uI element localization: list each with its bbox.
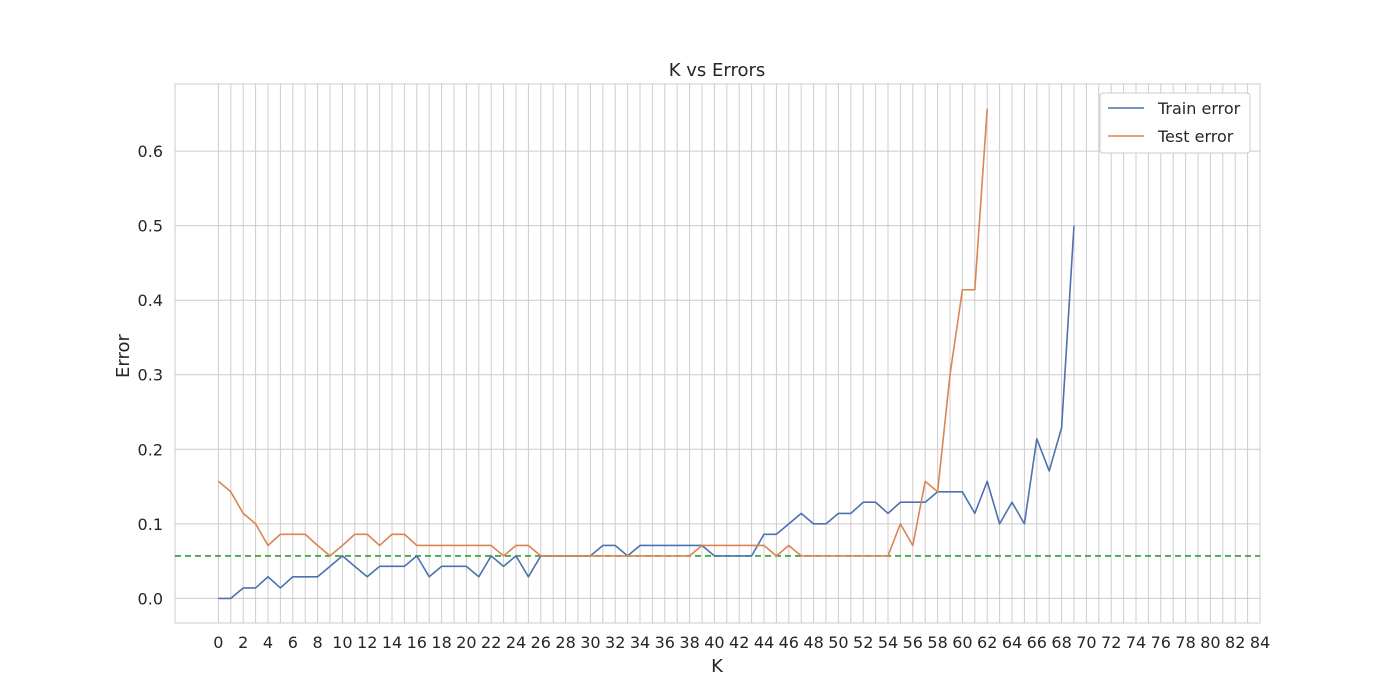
x-tick-label: 12: [357, 633, 377, 652]
x-tick-label: 14: [382, 633, 402, 652]
x-tick-label: 50: [828, 633, 848, 652]
x-tick-label: 72: [1101, 633, 1121, 652]
legend-label-train-error: Train error: [1157, 99, 1241, 118]
x-tick-label: 2: [238, 633, 248, 652]
x-tick-label: 30: [580, 633, 600, 652]
x-tick-label: 82: [1225, 633, 1245, 652]
plot-frame: [174, 83, 1261, 624]
x-tick-label: 46: [779, 633, 799, 652]
x-tick-label: 70: [1076, 633, 1096, 652]
x-tick-label: 54: [878, 633, 898, 652]
y-tick-label: 0.4: [138, 291, 163, 310]
plot-area: [175, 84, 1260, 623]
x-tick-labels: 0 2 4 6 8 10 12 14 16 18 20 22 24 26 28 30 32 34 36 38 40 42 4…: [213, 633, 1270, 652]
chart-title: K vs Errors: [669, 60, 766, 81]
x-tick-label: 10: [332, 633, 352, 652]
y-tick-labels: 0.0 0.1 0.2 0.3 0.4 0.5 0.6: [138, 142, 163, 608]
x-tick-label: 60: [952, 633, 972, 652]
legend: Train error Test error: [1099, 92, 1251, 154]
x-grid: [217, 84, 1261, 623]
x-tick-label: 80: [1200, 633, 1220, 652]
x-axis-label: K: [711, 656, 724, 677]
x-tick-label: 78: [1175, 633, 1195, 652]
x-tick-label: 28: [555, 633, 575, 652]
y-tick-label: 0.0: [138, 589, 163, 608]
x-tick-label: 44: [754, 633, 774, 652]
y-tick-label: 0.3: [138, 366, 163, 385]
x-tick-label: 24: [506, 633, 526, 652]
x-tick-label: 52: [853, 633, 873, 652]
x-tick-label: 64: [1002, 633, 1022, 652]
x-tick-label: 76: [1151, 633, 1171, 652]
x-tick-label: 40: [704, 633, 724, 652]
x-tick-label: 42: [729, 633, 749, 652]
y-grid: [175, 150, 1260, 599]
y-axis-label: Error: [113, 333, 134, 377]
x-tick-label: 38: [679, 633, 699, 652]
x-tick-label: 4: [263, 633, 273, 652]
x-tick-label: 66: [1027, 633, 1047, 652]
x-tick-label: 62: [977, 633, 997, 652]
x-tick-label: 36: [655, 633, 675, 652]
x-tick-label: 48: [803, 633, 823, 652]
series-group: [217, 108, 1075, 600]
y-tick-label: 0.5: [138, 217, 163, 236]
x-tick-label: 68: [1051, 633, 1071, 652]
x-tick-label: 22: [481, 633, 501, 652]
series-line-train-error: [218, 225, 1075, 600]
y-tick-label: 0.2: [138, 440, 163, 459]
y-tick-label: 0.6: [138, 142, 163, 161]
x-tick-label: 16: [407, 633, 427, 652]
x-tick-label: 74: [1126, 633, 1146, 652]
x-tick-label: 84: [1250, 633, 1270, 652]
legend-label-test-error: Test error: [1157, 127, 1234, 146]
x-tick-label: 18: [431, 633, 451, 652]
x-tick-label: 6: [288, 633, 298, 652]
y-tick-label: 0.1: [138, 515, 163, 534]
series-line-test-error: [217, 108, 988, 557]
x-tick-label: 34: [630, 633, 650, 652]
x-tick-label: 8: [313, 633, 323, 652]
x-tick-label: 58: [927, 633, 947, 652]
x-tick-label: 32: [605, 633, 625, 652]
x-tick-label: 56: [903, 633, 923, 652]
x-tick-label: 20: [456, 633, 476, 652]
x-tick-label: 0: [213, 633, 223, 652]
x-tick-label: 26: [531, 633, 551, 652]
